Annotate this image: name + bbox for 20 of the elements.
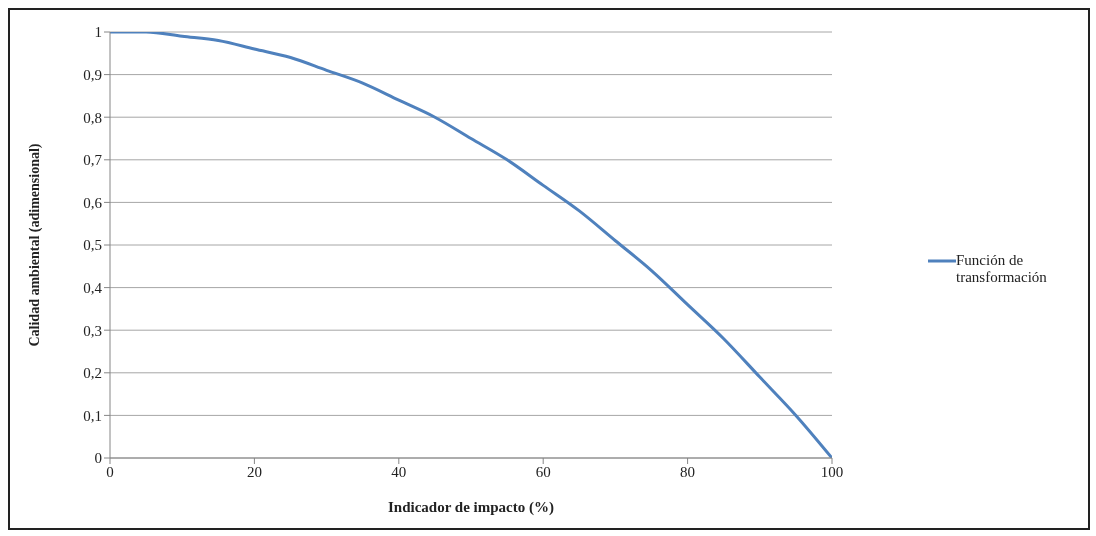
x-tick-label: 80 [680,463,696,480]
y-tick-label: 0,5 [83,237,102,254]
y-tick-label: 1 [94,24,102,41]
y-tick-label: 0,4 [83,279,103,296]
y-tick-label: 0,3 [83,322,102,339]
y-tick-label: 0,6 [83,194,103,211]
x-tick-label: 100 [820,463,844,480]
y-tick-label: 0,2 [83,365,102,382]
x-tick-label: 20 [246,463,262,480]
x-tick-label: 40 [391,463,407,480]
y-tick-label: 0,1 [83,407,102,424]
y-axis-title: Calidad ambiental (adimensional) [26,143,43,347]
legend-label: Función de transformación [956,252,1048,286]
y-tick-label: 0,8 [83,109,102,126]
y-tick-label: 0,7 [83,152,103,169]
x-axis-title: Indicador de impacto (%) [388,499,554,516]
y-tick-label: 0,9 [83,66,102,83]
y-tick-label: 0 [94,450,102,467]
x-tick-label: 60 [535,463,551,480]
x-tick-label: 0 [106,463,114,480]
